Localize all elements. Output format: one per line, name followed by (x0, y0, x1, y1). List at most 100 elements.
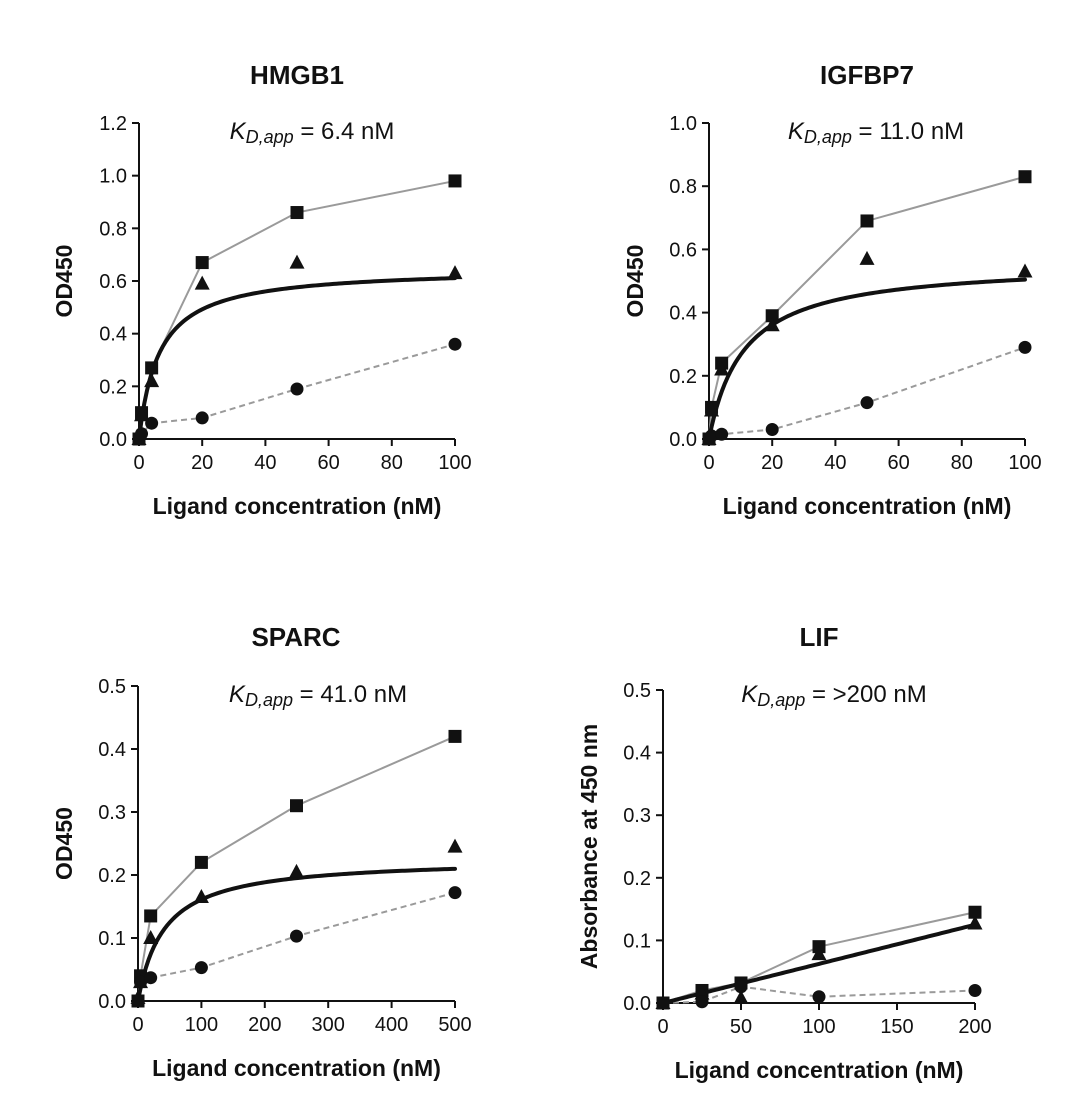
triangle-marker (193, 889, 209, 904)
x-axis-label: Ligand concentration (nM) (152, 1055, 441, 1081)
kd-annotation: KD,app = 41.0 nM (229, 681, 407, 710)
circle-marker (194, 961, 208, 975)
kd-subscript: D,app (757, 690, 805, 710)
x-tick-label: 0 (657, 1016, 668, 1038)
square-marker (1018, 170, 1032, 184)
x-tick-label: 0 (703, 452, 714, 474)
square-marker (290, 799, 303, 813)
circle-marker (695, 995, 709, 1009)
x-tick-label: 20 (191, 452, 213, 474)
triangle-marker (733, 989, 749, 1004)
kd-symbol: K (229, 681, 246, 708)
x-tick-label: 100 (802, 1016, 835, 1038)
x-tick-label: 80 (381, 452, 403, 474)
y-tick-label: 0.8 (99, 218, 127, 240)
y-tick-label: 1.0 (99, 166, 127, 188)
x-axis-label: Ligand concentration (nM) (675, 1057, 964, 1083)
y-tick-label: 0.0 (98, 991, 126, 1013)
x-tick-label: 500 (438, 1014, 471, 1036)
x-tick-label: 60 (317, 452, 339, 474)
square-marker (765, 309, 779, 323)
chart-title: SPARC (251, 622, 340, 652)
y-tick-label: 0.1 (98, 928, 126, 950)
y-tick-label: 0.4 (99, 324, 127, 346)
chart-title: IGFBP7 (820, 60, 914, 90)
circle-marker (1018, 340, 1032, 354)
chart-title: LIF (800, 622, 839, 652)
circle-marker (448, 337, 462, 351)
x-tick-label: 100 (1008, 452, 1041, 474)
x-tick-label: 400 (375, 1014, 408, 1036)
triangle-marker (144, 373, 160, 388)
x-axis-label: Ligand concentration (nM) (723, 493, 1012, 519)
circle-marker (290, 382, 304, 396)
x-tick-label: 300 (312, 1014, 345, 1036)
triangle-marker (447, 838, 463, 853)
triangle-marker (289, 254, 305, 269)
triangle-marker (967, 915, 983, 930)
triangle-marker (289, 863, 304, 878)
x-tick-label: 150 (880, 1016, 913, 1038)
kd-symbol: K (230, 118, 247, 145)
y-axis-label: OD450 (622, 245, 648, 318)
kd-subscript: D,app (245, 690, 293, 710)
triangle-marker (859, 250, 875, 265)
chart-panel-hmgb1: HMGB1 KD,app = 6.4 nM 0.0 0.2 0.4 0.6 0.8 1.0 1.… (51, 60, 472, 519)
square-marker (968, 905, 982, 919)
y-tick-label: 0.5 (623, 680, 651, 702)
y-tick-label: 0.3 (98, 802, 126, 824)
circle-marker (144, 971, 158, 985)
kd-value: = >200 nM (805, 681, 926, 708)
kd-annotation: KD,app = 11.0 nM (788, 118, 964, 147)
series-line-circles (708, 346, 1026, 440)
kd-value: = 6.4 nM (294, 118, 395, 145)
x-tick-label: 40 (824, 452, 846, 474)
x-tick-label: 40 (254, 452, 276, 474)
y-tick-label: 1.2 (99, 113, 127, 135)
triangle-marker (143, 930, 159, 944)
x-axis-label: Ligand concentration (nM) (153, 493, 442, 519)
kd-symbol: K (741, 681, 758, 708)
triangle-marker (1017, 263, 1033, 278)
chart-title: HMGB1 (250, 60, 344, 90)
circle-marker (705, 429, 719, 443)
circle-marker (145, 416, 159, 430)
square-marker (448, 729, 462, 743)
y-tick-label: 0.3 (623, 805, 651, 827)
fit-curve (707, 277, 1027, 441)
circle-marker (812, 990, 826, 1004)
x-tick-label: 200 (248, 1014, 281, 1036)
kd-annotation: KD,app = 6.4 nM (230, 118, 395, 147)
circle-marker (135, 427, 149, 441)
circle-marker (715, 427, 729, 441)
circle-marker (131, 994, 145, 1008)
y-tick-label: 0.2 (98, 865, 126, 887)
y-tick-label: 0.2 (99, 376, 127, 398)
x-tick-label: 100 (185, 1014, 218, 1036)
y-tick-label: 1.0 (669, 113, 697, 135)
fit-curve (661, 922, 977, 1005)
x-tick-label: 0 (133, 452, 144, 474)
circle-marker (448, 886, 462, 900)
triangle-marker (764, 317, 780, 332)
chart-panel-lif: LIF KD,app = >200 nM 0.0 0.1 0.2 0.3 0.4 0.5 0 50… (576, 622, 992, 1083)
fit-curve (137, 276, 457, 441)
circle-marker (734, 980, 748, 994)
circle-marker (656, 996, 670, 1010)
square-marker (144, 909, 158, 923)
triangle-marker (134, 407, 150, 422)
x-tick-label: 0 (132, 1014, 143, 1036)
square-marker (194, 855, 208, 869)
y-axis-label: OD450 (51, 245, 77, 318)
triangle-marker (194, 275, 210, 290)
chart-panel-igfbp7: IGFBP7 KD,app = 11.0 nM 0.0 0.2 0.4 0.6 0.8 1.0… (622, 60, 1042, 519)
kd-symbol: K (788, 118, 805, 145)
fit-curve (136, 866, 457, 1003)
y-axis-label: Absorbance at 450 nm (576, 724, 602, 969)
y-tick-label: 0.0 (99, 429, 127, 451)
triangle-marker (811, 946, 827, 961)
kd-subscript: D,app (804, 127, 852, 147)
x-tick-label: 60 (887, 452, 909, 474)
y-tick-label: 0.2 (669, 366, 697, 388)
